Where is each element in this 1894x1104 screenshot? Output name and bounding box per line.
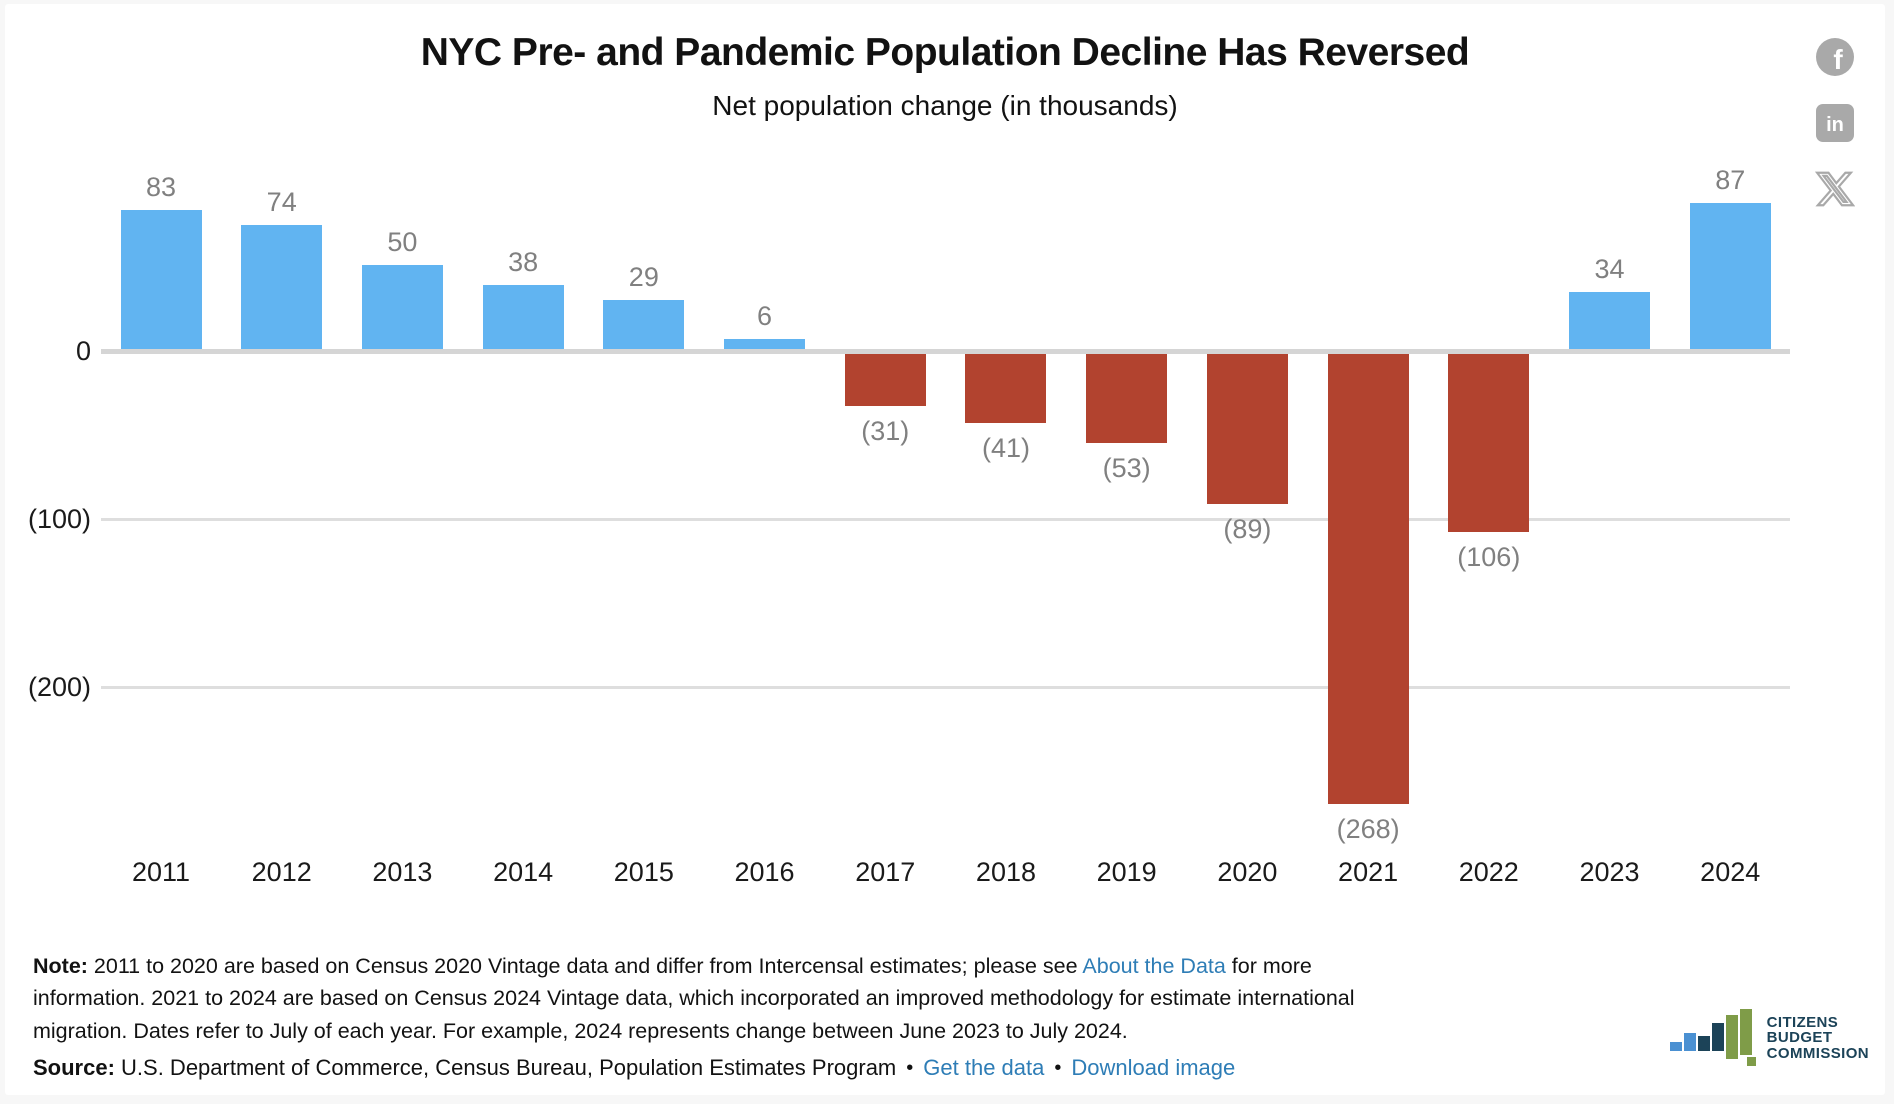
bar-2018 — [965, 354, 1047, 423]
cbc-logo-line2: BUDGET — [1766, 1029, 1833, 1047]
bar-value-label: 6 — [757, 300, 773, 331]
x-tick-label: 2023 — [1579, 857, 1640, 887]
bar-2021 — [1327, 354, 1409, 805]
y-tick-label: 0 — [75, 335, 91, 366]
linkedin-icon[interactable]: in — [1815, 103, 1855, 143]
bar-value-label: 74 — [266, 186, 297, 217]
bar-2024 — [1689, 202, 1771, 349]
bar-2023 — [1569, 291, 1651, 349]
x-tick-label: 2013 — [372, 857, 433, 887]
x-tick-label: 2018 — [975, 857, 1036, 887]
bar-value-label: (106) — [1457, 542, 1521, 573]
x-tick-label: 2014 — [493, 857, 554, 887]
cbc-logo-text: CITIZENS BUDGET COMMISSION — [1767, 1015, 1869, 1061]
x-tick-label: 2019 — [1096, 857, 1157, 887]
bar-value-label: (31) — [861, 416, 910, 447]
bar-2022 — [1448, 354, 1530, 533]
bar-value-label: (41) — [981, 432, 1030, 463]
note-part-1: 2011 to 2020 are based on Census 2020 Vi… — [87, 954, 1083, 978]
facebook-icon[interactable]: f — [1815, 37, 1855, 77]
bar-value-label: 83 — [145, 171, 177, 202]
bar-value-label: (268) — [1336, 814, 1400, 845]
note-text: Note: 2011 to 2020 are based on Census 2… — [33, 950, 1411, 1047]
bar-2017 — [844, 354, 926, 407]
chart-card: NYC Pre- and Pandemic Population Decline… — [5, 4, 1885, 1095]
source-line: Source: U.S. Department of Commerce, Cen… — [33, 1055, 1235, 1081]
cbc-logo-bars-icon — [1669, 1009, 1756, 1066]
y-tick-label: (100) — [27, 503, 91, 534]
note-label: Note: — [33, 954, 88, 978]
chart-subtitle: Net population change (in thousands) — [712, 90, 1178, 121]
x-tick-label: 2016 — [734, 857, 795, 887]
bar-2015 — [603, 300, 685, 349]
get-the-data-link[interactable]: Get the data — [923, 1055, 1045, 1080]
gridline — [101, 686, 1790, 689]
download-image-link[interactable]: Download image — [1071, 1055, 1236, 1080]
svg-text:f: f — [1833, 44, 1843, 75]
x-tick-label: 2015 — [613, 857, 674, 887]
source-text: U.S. Department of Commerce, Census Bure… — [114, 1055, 897, 1080]
cbc-logo: CITIZENS BUDGET COMMISSION — [1669, 1009, 1869, 1067]
x-tick-label: 2017 — [855, 857, 916, 887]
bar-2012 — [241, 224, 323, 349]
bar-value-label: (53) — [1102, 453, 1151, 484]
x-tick-label: 2022 — [1458, 857, 1519, 887]
source-label: Source: — [33, 1055, 115, 1080]
cbc-logo-line3: COMMISSION — [1766, 1044, 1869, 1062]
bar-value-label: 34 — [1594, 253, 1625, 284]
y-tick-label: (200) — [27, 671, 91, 702]
social-share-panel: f in — [1814, 37, 1856, 209]
bullet-separator: • — [906, 1057, 914, 1079]
x-tick-label: 2011 — [131, 857, 191, 887]
bar-value-label: 50 — [387, 227, 418, 257]
bar-2014 — [482, 285, 564, 349]
bar-value-label: 29 — [628, 262, 659, 293]
bullet-separator: • — [1054, 1057, 1062, 1079]
x-tick-label: 2012 — [251, 857, 312, 887]
bar-value-label: 38 — [508, 247, 539, 278]
bar-value-label: (89) — [1223, 513, 1272, 544]
x-tick-label: 2024 — [1700, 857, 1761, 887]
x-tick-label: 2020 — [1217, 857, 1278, 887]
page-title: NYC Pre- and Pandemic Population Decline… — [420, 31, 1470, 74]
bar-value-label: 87 — [1715, 164, 1746, 195]
svg-text:in: in — [1826, 114, 1844, 136]
x-twitter-icon[interactable] — [1815, 169, 1855, 209]
zero-axis-line — [101, 349, 1790, 354]
x-tick-label: 2021 — [1338, 857, 1399, 887]
plot-area: 0 (100) (200) 83 2011 74 2012 50 2013 38 2014 29 201… — [5, 4, 1885, 1095]
gridline — [101, 518, 1790, 521]
bar-2011 — [120, 209, 202, 349]
bar-2019 — [1086, 354, 1168, 444]
bar-2013 — [361, 265, 443, 349]
bar-2020 — [1206, 354, 1288, 504]
about-the-data-link[interactable]: About the Data — [1082, 954, 1226, 978]
cbc-logo-line1: CITIZENS — [1766, 1014, 1839, 1031]
note-part-2: for more information. 2021 to 2024 are b… — [33, 954, 1355, 1043]
bar-2016 — [724, 338, 806, 349]
